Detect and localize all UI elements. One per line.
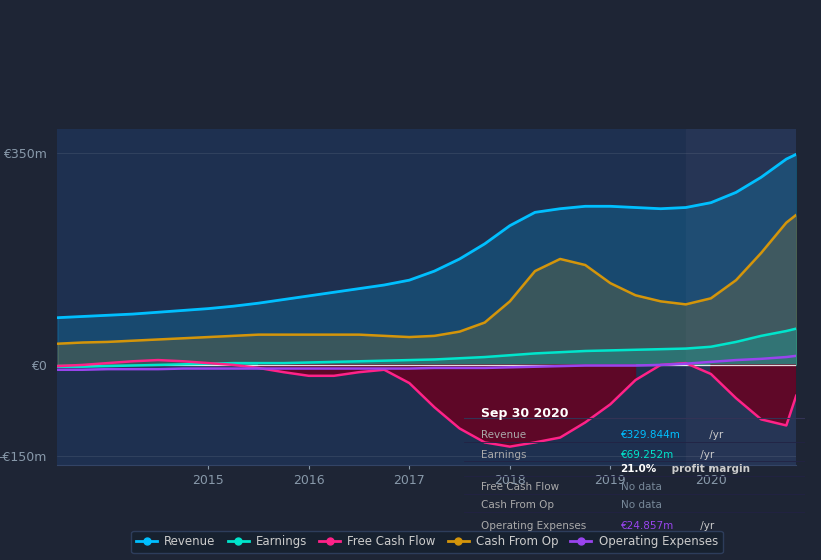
Bar (686, 129, 796, 465)
Text: /yr: /yr (706, 430, 723, 440)
Text: €69.252m: €69.252m (621, 450, 674, 460)
Text: Operating Expenses: Operating Expenses (481, 521, 586, 531)
Text: /yr: /yr (697, 450, 714, 460)
Text: /yr: /yr (697, 521, 714, 531)
Text: Earnings: Earnings (481, 450, 526, 460)
Legend: Revenue, Earnings, Free Cash Flow, Cash From Op, Operating Expenses: Revenue, Earnings, Free Cash Flow, Cash … (131, 530, 722, 553)
Text: No data: No data (621, 482, 662, 492)
Text: Sep 30 2020: Sep 30 2020 (481, 407, 568, 419)
Text: €329.844m: €329.844m (621, 430, 681, 440)
Text: Free Cash Flow: Free Cash Flow (481, 482, 559, 492)
Text: 21.0%: 21.0% (621, 464, 657, 474)
Text: €24.857m: €24.857m (621, 521, 674, 531)
Text: Cash From Op: Cash From Op (481, 500, 554, 510)
Text: No data: No data (621, 500, 662, 510)
Text: Revenue: Revenue (481, 430, 526, 440)
Text: profit margin: profit margin (668, 464, 750, 474)
